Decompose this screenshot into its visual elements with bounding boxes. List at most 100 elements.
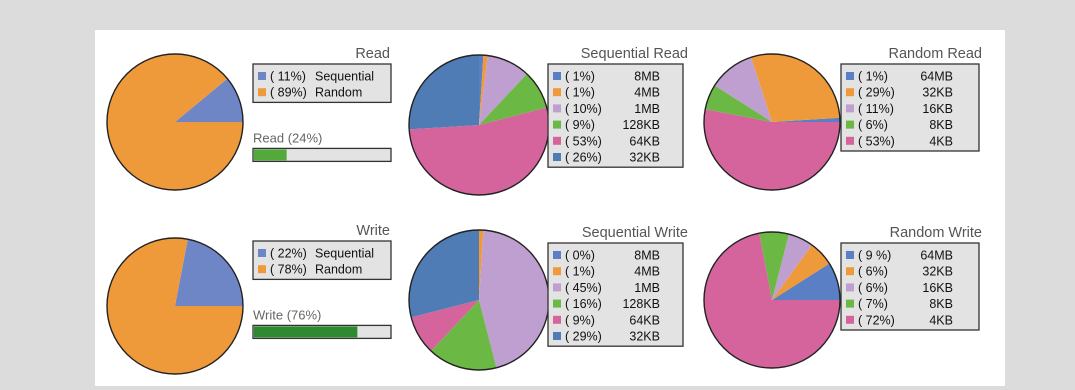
pie-slice-128kb xyxy=(479,73,547,125)
legend-label: 32KB xyxy=(922,265,953,279)
legend-swatch xyxy=(258,249,266,257)
legend-percent: ( 26%) xyxy=(565,151,602,165)
legend-percent: ( 9%) xyxy=(565,313,595,327)
pie-slice-64kb xyxy=(411,300,479,352)
chart-read: Read ( 11%) Sequential ( 89%) Random Read (24… xyxy=(106,46,392,191)
pie-charts-figure: Read ( 11%) Sequential ( 89%) Random Read (24… xyxy=(106,46,983,375)
legend-label: Random xyxy=(315,263,362,277)
legend-box xyxy=(840,242,980,331)
pie-slice-16kb xyxy=(772,234,812,300)
legend-percent: ( 22%) xyxy=(270,247,307,261)
legend-percent: ( 29%) xyxy=(858,86,895,100)
legend-percent: ( 53%) xyxy=(858,134,895,148)
legend-label: 1MB xyxy=(634,102,660,116)
legend-swatch xyxy=(846,299,854,308)
legend-percent: ( 1%) xyxy=(565,265,595,279)
legend-swatch xyxy=(553,267,561,276)
chart-sequential-write: Sequential Write ( 0%) 8MB ( 1%) 4MB ( 45%) 1M… xyxy=(408,225,688,371)
legend-percent: ( 7%) xyxy=(858,297,888,311)
pie-slice-1mb xyxy=(479,55,527,125)
pie-slice-sequential xyxy=(175,78,243,122)
chart-title: Read xyxy=(355,46,390,62)
pie-slice-32kb xyxy=(750,54,840,122)
legend-label: 8MB xyxy=(634,249,660,263)
legend-swatch xyxy=(553,104,561,113)
pie-outline xyxy=(703,53,841,191)
legend-percent: ( 9 %) xyxy=(858,249,891,263)
legend-swatch xyxy=(553,120,561,129)
legend-swatch xyxy=(553,283,561,292)
legend-label: 64MB xyxy=(920,249,953,263)
legend-percent: ( 1%) xyxy=(858,70,888,84)
chart-title: Random Write xyxy=(890,225,982,241)
legend-percent: ( 72%) xyxy=(858,313,895,327)
legend-swatch xyxy=(846,136,854,145)
legend-percent: ( 9%) xyxy=(565,118,595,132)
legend-label: 8KB xyxy=(929,118,953,132)
pie-slice-4mb xyxy=(479,55,488,125)
legend-swatch xyxy=(846,315,854,324)
pie-slice-64mb xyxy=(772,263,840,300)
legend-percent: ( 1%) xyxy=(565,86,595,100)
progress-fill xyxy=(254,326,358,338)
legend-label: 4KB xyxy=(929,134,953,148)
legend-box xyxy=(547,63,684,168)
pie-slice-8kb xyxy=(705,85,772,122)
legend-box xyxy=(252,240,392,281)
chart-title: Random Read xyxy=(889,46,983,62)
legend-swatch xyxy=(553,315,561,324)
legend-swatch xyxy=(553,88,561,97)
pie-slice-64mb xyxy=(772,117,841,122)
pie-slice-random xyxy=(107,54,243,191)
legend-swatch xyxy=(553,153,561,161)
legend-swatch xyxy=(553,136,561,145)
legend-label: 1MB xyxy=(634,281,660,295)
legend-swatch xyxy=(846,120,854,129)
legend-percent: ( 11%) xyxy=(858,102,894,116)
legend-swatch xyxy=(846,251,854,259)
legend-label: 64MB xyxy=(920,70,953,84)
pie-outline xyxy=(106,53,244,191)
legend-label: Sequential xyxy=(315,70,374,84)
pie-slice-16kb xyxy=(714,57,772,122)
legend-label: Sequential xyxy=(315,247,374,261)
legend-box xyxy=(547,242,684,347)
legend-label: 4MB xyxy=(634,86,660,100)
pie-slice-4mb xyxy=(479,230,484,300)
legend-swatch xyxy=(553,332,561,340)
legend-swatch xyxy=(258,72,266,80)
chart-sequential-read: Sequential Read ( 1%) 8MB ( 1%) 4MB ( 10%) 1MB… xyxy=(408,46,688,196)
pie-slice-sequential xyxy=(175,239,243,306)
legend-label: 4KB xyxy=(929,313,953,327)
chart-random-read: Random Read( 1%) 64MB ( 29%) 32KB ( 11%) 16KB… xyxy=(703,46,983,191)
chart-title: Sequential Write xyxy=(582,225,688,241)
legend-swatch xyxy=(846,88,854,97)
chart-title: Write xyxy=(356,223,390,239)
legend-label: 32KB xyxy=(629,330,660,344)
legend-percent: ( 89%) xyxy=(270,86,307,100)
legend-label: 64KB xyxy=(629,313,660,327)
progress-track xyxy=(252,147,392,163)
legend-swatch xyxy=(553,251,561,259)
legend-label: 8KB xyxy=(929,297,953,311)
legend-label: 128KB xyxy=(622,297,660,311)
pie-slice-4kb xyxy=(704,109,840,190)
pie-slice-8kb xyxy=(759,231,789,300)
legend-percent: ( 1%) xyxy=(565,70,595,84)
legend-label: 8MB xyxy=(634,70,660,84)
pie-slice-8mb xyxy=(479,55,484,125)
chart-random-write: Random Write ( 9 %) 64MB ( 6%) 32KB ( 6%) 16KB… xyxy=(703,225,982,369)
legend-percent: ( 6%) xyxy=(858,281,888,295)
legend-label: 32KB xyxy=(629,151,660,165)
legend-swatch xyxy=(258,265,266,274)
legend-percent: ( 6%) xyxy=(858,265,888,279)
pie-outline xyxy=(106,237,244,375)
pie-outline xyxy=(703,231,841,369)
legend-label: 128KB xyxy=(622,118,660,132)
pie-slice-32kb xyxy=(772,244,830,300)
progress-fill xyxy=(254,149,287,161)
chart-write: Write ( 22%) Sequential ( 78%) Random Write (… xyxy=(106,223,392,375)
legend-percent: ( 6%) xyxy=(858,118,888,132)
legend-percent: ( 0%) xyxy=(565,249,595,263)
pie-slice-4kb xyxy=(703,233,840,368)
